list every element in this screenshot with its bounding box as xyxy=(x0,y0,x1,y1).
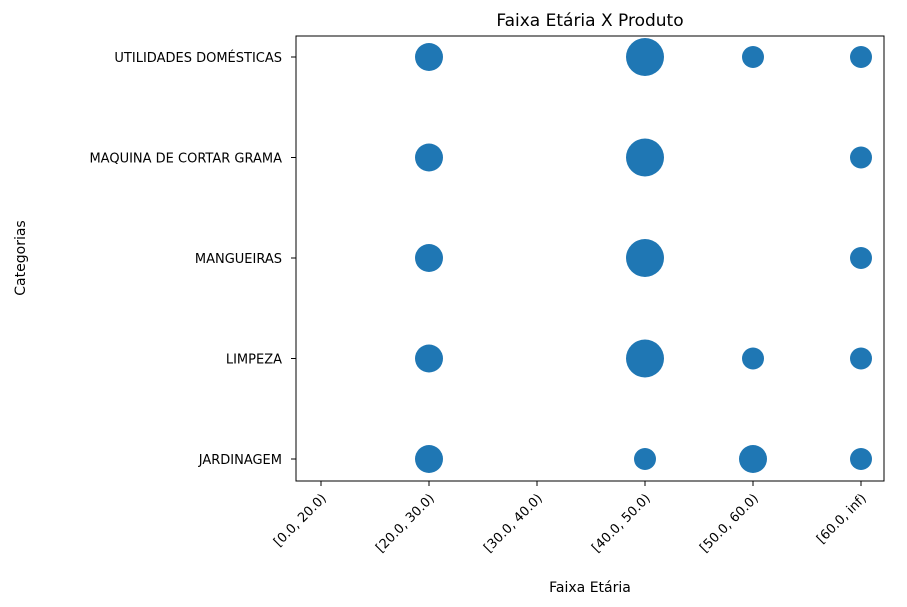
y-tick-label: JARDINAGEM xyxy=(198,453,282,468)
data-point xyxy=(850,46,872,68)
chart-title: Faixa Etária X Produto xyxy=(496,11,683,31)
plot-frame xyxy=(295,35,885,482)
x-tick-label: [20.0, 30.0) xyxy=(373,491,438,556)
x-axis: [0.0, 20.0) [20.0, 30.0) [30.0, 40.0) [40.0… xyxy=(271,481,870,556)
data-point xyxy=(850,146,872,169)
data-point xyxy=(415,43,443,71)
x-tick-label: [0.0, 20.0) xyxy=(271,491,330,550)
x-tick-label: [40.0, 50.0) xyxy=(589,491,654,556)
x-tick-label: [50.0, 60.0) xyxy=(697,491,762,556)
data-point xyxy=(415,143,443,172)
data-point xyxy=(742,46,764,68)
x-axis-label: Faixa Etária xyxy=(549,580,631,596)
data-point xyxy=(415,344,443,373)
y-tick-label: MANGUEIRAS xyxy=(195,252,282,267)
data-point xyxy=(634,448,656,470)
y-tick-label: UTILIDADES DOMÉSTICAS xyxy=(114,50,282,66)
data-point xyxy=(626,38,664,76)
y-axis: JARDINAGEM LIMPEZA MANGUEIRAS MAQUINA DE CO… xyxy=(89,50,296,468)
data-point xyxy=(626,339,664,378)
data-point xyxy=(415,445,443,473)
data-point xyxy=(742,347,764,370)
data-point xyxy=(626,239,664,277)
x-tick-label: [30.0, 40.0) xyxy=(481,491,546,556)
data-point xyxy=(626,138,664,177)
y-axis-label: Categorias xyxy=(13,220,29,295)
y-tick-label: LIMPEZA xyxy=(226,353,282,368)
data-point xyxy=(739,445,767,473)
y-tick-label: MAQUINA DE CORTAR GRAMA xyxy=(89,152,282,167)
data-point xyxy=(850,247,872,269)
points-layer xyxy=(415,38,872,473)
x-tick-label: [60.0, inf) xyxy=(814,491,870,547)
data-point xyxy=(415,244,443,272)
data-point xyxy=(850,347,872,370)
data-point xyxy=(850,448,872,470)
